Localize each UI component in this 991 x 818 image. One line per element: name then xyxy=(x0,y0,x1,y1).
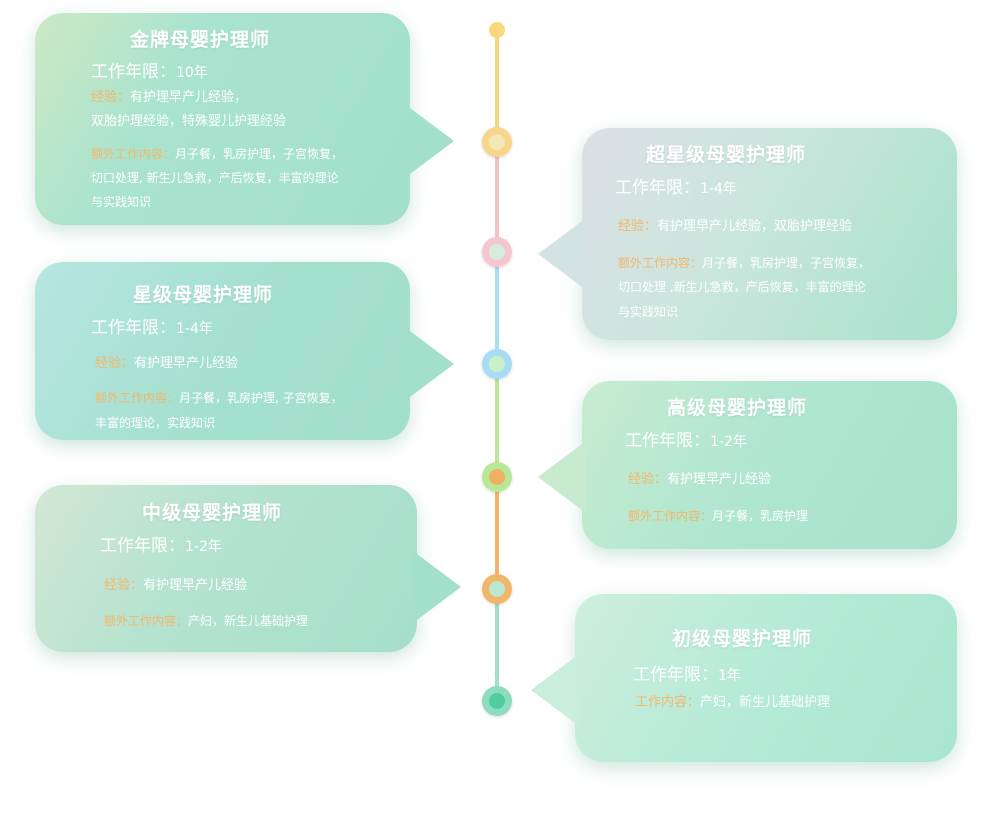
speech-tail xyxy=(413,551,461,623)
card-title: 高级母婴护理师 xyxy=(667,397,808,419)
extra-work-line: 切口处理, 新生儿急救，产后恢复，丰富的理论 xyxy=(91,171,339,185)
extra-work-line: 额外工作内容：月子餐，乳房护理, 子宫恢复， xyxy=(95,391,343,405)
card-mid-level-nanny: 中级母婴护理师 工作年限：1-2年 经验：有护理早产儿经验 额外工作内容：产妇，… xyxy=(35,485,461,652)
experience-line: 经验：有护理早产儿经验 xyxy=(628,472,772,487)
card-title: 中级母婴护理师 xyxy=(142,502,283,524)
speech-tail xyxy=(406,105,454,177)
extra-work-line: 额外工作内容：产妇，新生儿基础护理 xyxy=(104,614,309,628)
extra-work-line: 额外工作内容：月子餐，乳房护理，子宫恢复， xyxy=(91,147,344,161)
work-years: 工作年限：1-2年 xyxy=(100,536,222,556)
speech-tail xyxy=(531,654,579,726)
timeline-node xyxy=(482,686,512,716)
card-title: 金牌母婴护理师 xyxy=(130,29,271,51)
work-years: 工作年限：1年 xyxy=(633,665,741,685)
card-star-nanny: 星级母婴护理师 工作年限：1-4年 经验：有护理早产儿经验 额外工作内容：月子餐… xyxy=(35,262,454,440)
extra-work-line: 额外工作内容：月子餐，乳房护理，子宫恢复， xyxy=(618,256,871,270)
timeline-node xyxy=(482,237,512,267)
work-years: 工作年限：1-2年 xyxy=(625,431,747,451)
timeline-node xyxy=(482,462,512,492)
experience-line: 双胎护理经验，特殊婴儿护理经验 xyxy=(91,114,287,129)
extra-work-line: 切口处理 ,新生儿急救，产后恢复，丰富的理论 xyxy=(618,280,866,294)
card-junior-nanny: 初级母婴护理师 工作年限：1年 工作内容：产妇，新生儿基础护理 xyxy=(531,594,957,762)
timeline-node xyxy=(482,127,512,157)
timeline-node xyxy=(482,349,512,379)
experience-line: 经验：有护理早产儿经验 xyxy=(104,578,248,593)
work-years: 工作年限：1-4年 xyxy=(91,318,213,338)
extra-work-line: 与实践知识 xyxy=(618,305,679,319)
card-gold-nanny: 金牌母婴护理师 工作年限：10年 经验：有护理早产儿经验， 双胎护理经验，特殊婴… xyxy=(35,13,454,225)
extra-work-line: 丰富的理论，实践知识 xyxy=(95,416,216,430)
card-title: 星级母婴护理师 xyxy=(133,284,274,306)
timeline-node xyxy=(482,574,512,604)
work-content-line: 工作内容：产妇，新生儿基础护理 xyxy=(635,695,831,710)
speech-tail xyxy=(406,328,454,400)
speech-tail xyxy=(538,218,586,290)
experience-line: 经验：有护理早产儿经验，双胎护理经验 xyxy=(618,219,853,234)
work-years: 工作年限：1-4年 xyxy=(615,178,737,198)
work-years: 工作年限：10年 xyxy=(91,62,208,82)
card-senior-nanny: 高级母婴护理师 工作年限：1-2年 经验：有护理早产儿经验 额外工作内容：月子餐… xyxy=(538,381,957,549)
extra-work-line: 与实践知识 xyxy=(91,195,152,209)
extra-work-line: 额外工作内容：月子餐，乳房护理 xyxy=(628,509,809,523)
card-super-star-nanny: 超星级母婴护理师 工作年限：1-4年 经验：有护理早产儿经验，双胎护理经验 额外… xyxy=(538,128,957,340)
card-title: 初级母婴护理师 xyxy=(672,628,813,650)
card-title: 超星级母婴护理师 xyxy=(646,144,807,166)
timeline-start-dot xyxy=(489,22,505,38)
experience-line: 经验：有护理早产儿经验， xyxy=(91,90,248,105)
speech-tail xyxy=(538,441,586,513)
experience-line: 经验：有护理早产儿经验 xyxy=(95,356,239,371)
